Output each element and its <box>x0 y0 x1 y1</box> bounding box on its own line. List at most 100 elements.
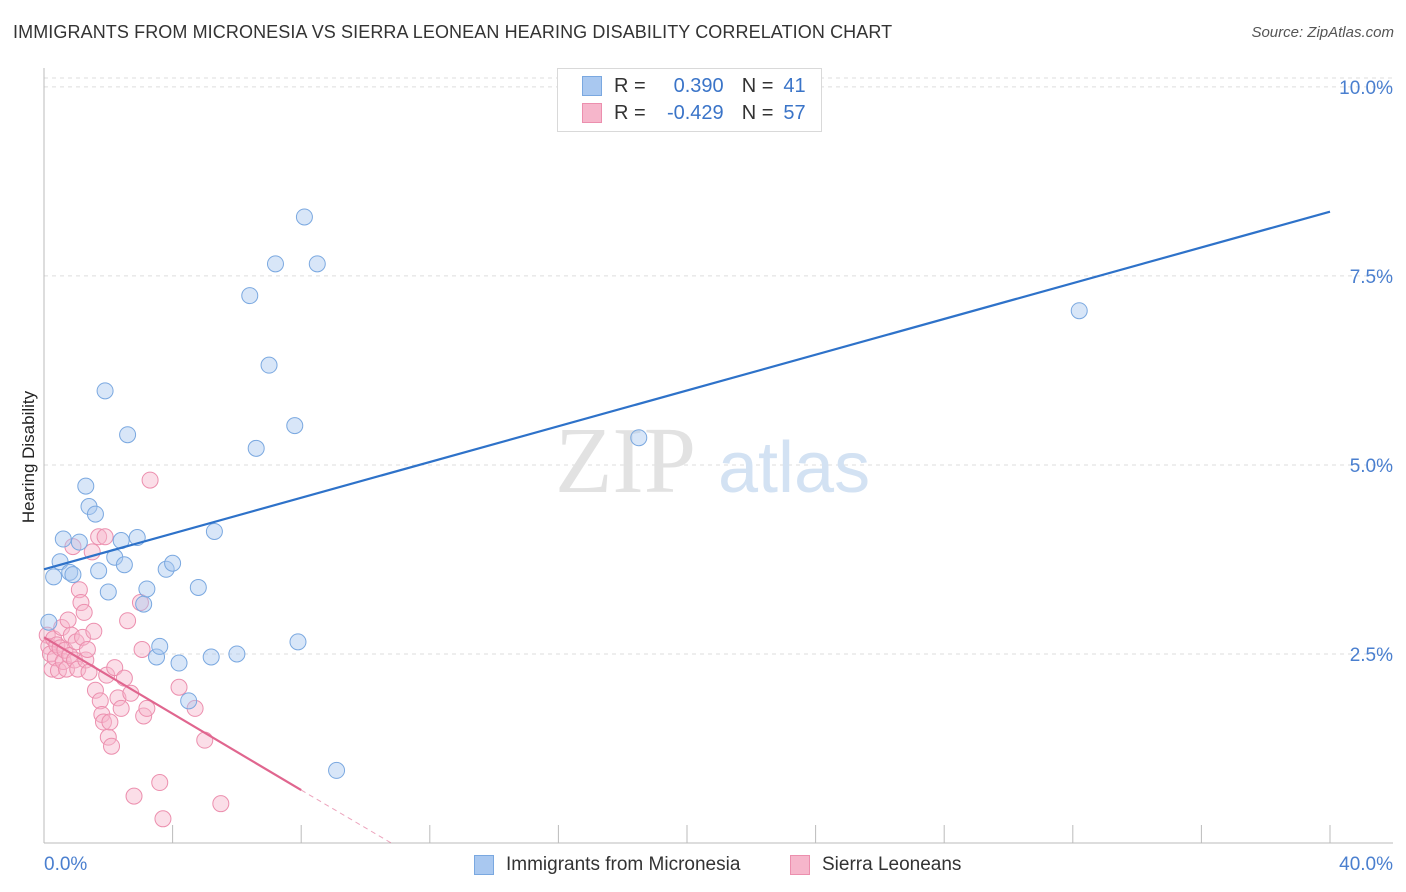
legend-label: Sierra Leoneans <box>822 854 962 875</box>
data-point-micronesia <box>138 580 156 598</box>
data-point-micronesia <box>70 533 88 551</box>
data-point-sierra-leonean <box>106 659 124 677</box>
data-point-micronesia <box>115 556 133 574</box>
data-point-micronesia <box>189 578 207 596</box>
watermark-atlas: atlas <box>718 428 870 508</box>
data-point-micronesia <box>260 356 278 374</box>
sierra-leoneans-points <box>38 471 230 828</box>
data-point-micronesia <box>64 566 82 584</box>
data-point-micronesia <box>151 637 169 655</box>
data-point-sierra-leonean <box>94 713 112 731</box>
data-point-micronesia <box>90 562 108 580</box>
source-label: Source: ZipAtlas.com <box>1251 24 1394 41</box>
legend-item-micronesia: Immigrants from Micronesia <box>474 852 740 878</box>
data-point-sierra-leonean <box>78 640 96 658</box>
n-label: N = <box>741 74 774 97</box>
data-point-micronesia <box>157 560 175 578</box>
y-tick-label: 2.5% <box>1350 645 1393 666</box>
legend-row-micronesia: R = 0.390 N = 41 <box>582 73 806 99</box>
data-point-sierra-leonean <box>115 669 133 687</box>
data-point-micronesia <box>1070 302 1088 320</box>
data-point-micronesia <box>266 255 284 273</box>
data-point-sierra-leonean <box>59 611 77 629</box>
micronesia-points <box>40 208 1088 779</box>
data-point-micronesia <box>164 554 182 572</box>
r-value: -0.429 <box>666 101 724 124</box>
data-point-micronesia <box>96 382 114 400</box>
data-point-micronesia <box>40 613 58 631</box>
data-point-micronesia <box>180 692 198 710</box>
data-point-sierra-leonean <box>151 774 169 792</box>
data-point-sierra-leonean <box>86 681 104 699</box>
data-point-micronesia <box>45 568 63 586</box>
data-point-sierra-leonean <box>112 699 130 717</box>
trend-line-sierra-leoneans <box>43 636 302 792</box>
data-point-sierra-leonean <box>70 581 88 599</box>
r-value: 0.390 <box>673 74 724 97</box>
watermark: ZIP atlas <box>555 409 870 513</box>
data-point-micronesia <box>286 417 304 435</box>
data-point-micronesia <box>119 426 137 444</box>
data-point-sierra-leonean <box>103 737 121 755</box>
grid-lines <box>44 77 1393 655</box>
trend-line-micronesia <box>43 210 1331 571</box>
r-label: R = <box>614 101 646 124</box>
data-point-sierra-leonean <box>75 603 93 621</box>
data-point-sierra-leonean <box>138 699 156 717</box>
chart-title: IMMIGRANTS FROM MICRONESIA VS SIERRA LEO… <box>13 22 893 42</box>
data-point-sierra-leonean <box>196 731 214 749</box>
data-point-micronesia <box>135 595 153 613</box>
data-point-sierra-leonean <box>91 692 109 710</box>
x-tick-label-max: 40.0% <box>1339 854 1393 875</box>
tick-labels: 2.5% 5.0% 7.5% 10.0% 0.0% 40.0% <box>44 78 1393 875</box>
data-point-micronesia <box>289 633 307 651</box>
n-value: 41 <box>783 74 806 97</box>
data-point-micronesia <box>99 583 117 601</box>
y-tick-label: 7.5% <box>1350 267 1393 288</box>
legend-label: Immigrants from Micronesia <box>506 854 741 875</box>
data-point-micronesia <box>148 648 166 666</box>
data-point-sierra-leonean <box>109 689 127 707</box>
data-point-sierra-leonean <box>99 728 117 746</box>
data-point-sierra-leonean <box>154 810 172 828</box>
axes <box>43 68 1393 844</box>
data-point-micronesia <box>241 287 259 305</box>
data-point-sierra-leonean <box>141 471 159 489</box>
data-point-micronesia <box>170 654 188 672</box>
correlation-legend: R = 0.390 N = 41 R = -0.429 N = 57 <box>557 68 822 132</box>
data-point-sierra-leonean <box>96 528 114 546</box>
data-point-micronesia <box>630 429 648 447</box>
trend-line-sierra-leoneans-extension <box>300 789 392 844</box>
data-point-sierra-leonean <box>85 622 103 640</box>
legend-row-sierra-leoneans: R = -0.429 N = 57 <box>582 100 806 126</box>
pink-swatch <box>790 855 810 875</box>
n-label: N = <box>741 101 774 124</box>
blue-swatch <box>474 855 494 875</box>
data-point-sierra-leonean <box>133 640 151 658</box>
data-point-micronesia <box>328 761 346 779</box>
data-point-micronesia <box>205 522 223 540</box>
r-label: R = <box>614 74 646 97</box>
y-tick-label: 5.0% <box>1350 456 1393 477</box>
data-point-micronesia <box>247 439 265 457</box>
blue-swatch <box>582 76 602 96</box>
data-point-sierra-leonean <box>90 528 108 546</box>
y-tick-label: 10.0% <box>1339 78 1393 99</box>
data-point-sierra-leonean <box>119 612 137 630</box>
data-point-micronesia <box>54 530 72 548</box>
pink-swatch <box>582 103 602 123</box>
data-point-sierra-leonean <box>212 795 230 813</box>
watermark-zip: ZIP <box>555 409 696 513</box>
data-point-micronesia <box>308 255 326 273</box>
data-point-sierra-leonean <box>101 713 119 731</box>
data-point-micronesia <box>61 563 79 581</box>
trend-lines <box>43 210 1331 844</box>
data-point-micronesia <box>86 505 104 523</box>
data-point-sierra-leonean <box>170 678 188 696</box>
data-point-sierra-leonean <box>125 787 143 805</box>
data-point-micronesia <box>202 648 220 666</box>
data-point-micronesia <box>295 208 313 226</box>
data-point-sierra-leonean <box>72 594 90 612</box>
x-tick-label-min: 0.0% <box>44 854 87 875</box>
